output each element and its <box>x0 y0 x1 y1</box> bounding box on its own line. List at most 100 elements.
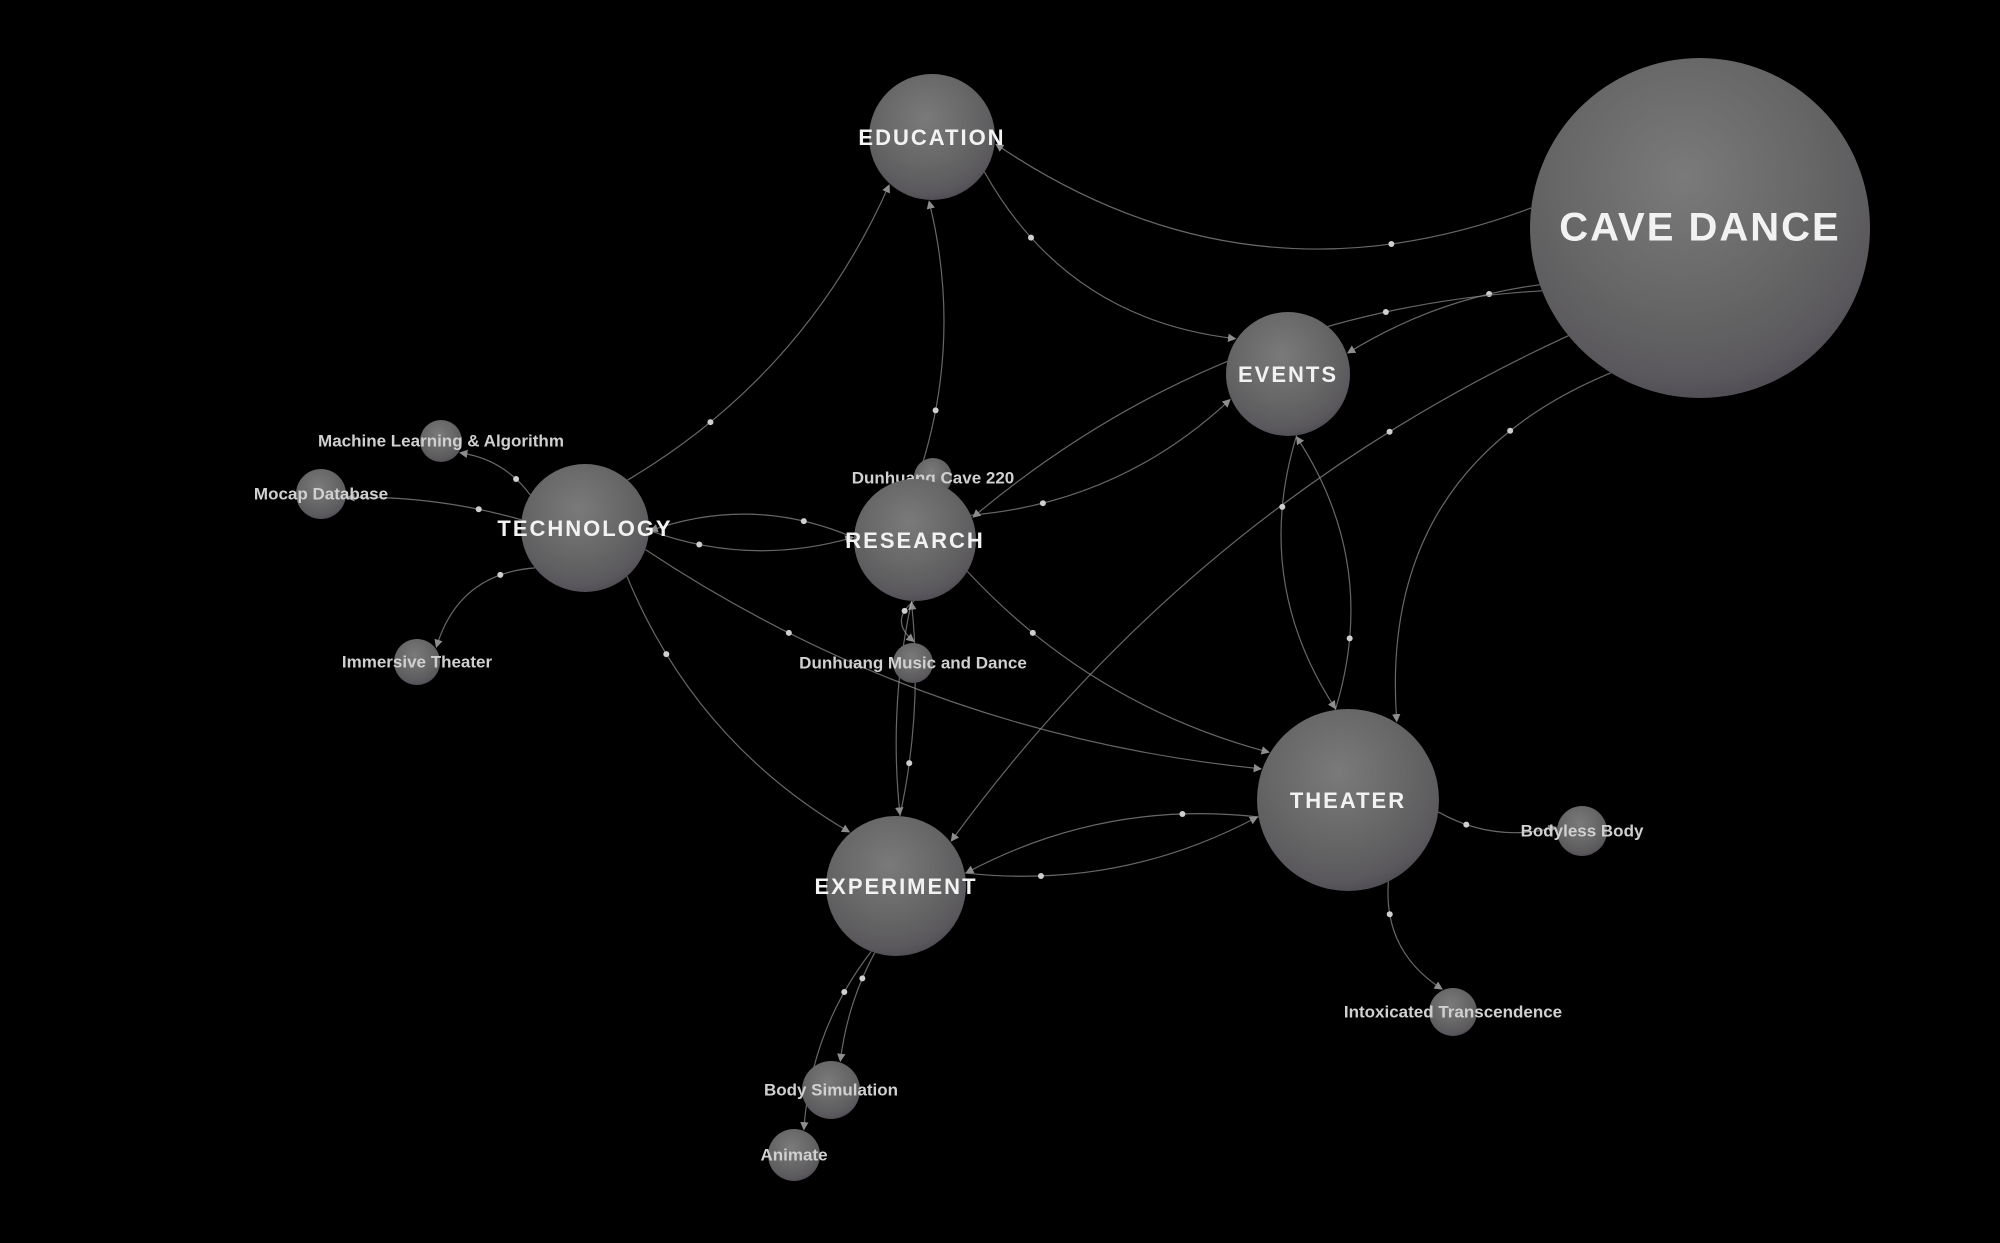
edge-theater-to-bodyless <box>1437 811 1557 834</box>
node-sphere-education[interactable] <box>869 74 995 200</box>
node-theater[interactable]: THEATER <box>1257 709 1439 891</box>
node-label-research: RESEARCH <box>845 528 984 553</box>
node-research[interactable]: RESEARCH <box>845 479 984 601</box>
edge-cave_dance-to-experiment <box>950 335 1569 842</box>
edge-experiment-to-research <box>899 601 917 817</box>
node-sphere-intox[interactable] <box>1429 988 1477 1036</box>
edge-experiment-to-animate <box>800 951 872 1131</box>
edge-dot-theater-to-events <box>1346 635 1353 642</box>
node-mocap[interactable]: Mocap Database <box>254 469 388 519</box>
edge-technology-to-ml <box>459 449 531 496</box>
node-label-events: EVENTS <box>1238 362 1338 387</box>
edge-theater-to-experiment <box>965 813 1259 874</box>
node-intox[interactable]: Intoxicated Transcendence <box>1344 988 1562 1036</box>
node-label-technology: TECHNOLOGY <box>497 516 672 541</box>
edge-dot-technology-to-experiment <box>663 651 670 658</box>
edge-dot-theater-to-intox <box>1386 911 1393 918</box>
node-sphere-ml[interactable] <box>420 420 462 462</box>
edge-technology-to-theater <box>644 548 1263 773</box>
node-sphere-cave-dance[interactable] <box>1530 58 1870 398</box>
nodes-layer: Machine Learning & Algorithm Mocap Databa… <box>254 58 1870 1181</box>
node-technology[interactable]: TECHNOLOGY <box>497 464 672 592</box>
node-sphere-immersive[interactable] <box>394 639 440 685</box>
node-sphere-bodyless[interactable] <box>1557 806 1607 856</box>
node-label-experiment: EXPERIMENT <box>814 874 977 899</box>
edge-dot-research-to-events <box>1039 500 1046 507</box>
node-sphere-experiment[interactable] <box>826 816 966 956</box>
edge-dot-theater-to-experiment <box>1179 810 1186 817</box>
node-bodysim[interactable]: Body Simulation <box>764 1061 898 1119</box>
edge-dot-research-to-theater <box>1029 629 1036 636</box>
edge-dot-research-to-education <box>932 407 939 414</box>
node-label-theater: THEATER <box>1290 788 1406 813</box>
edge-dot-technology-to-ml <box>513 476 520 483</box>
edge-events-to-theater <box>1280 435 1336 710</box>
edge-dot-research-to-music <box>901 607 908 614</box>
node-sphere-research[interactable] <box>854 479 976 601</box>
node-sphere-animate[interactable] <box>768 1129 820 1181</box>
edge-dot-cave_dance-to-experiment <box>1386 428 1393 435</box>
edge-dot-cave_dance-to-events <box>1486 291 1493 298</box>
edge-technology-to-research <box>648 529 854 552</box>
node-label-bodyless: Bodyless Body <box>1521 821 1644 840</box>
node-label-animate: Animate <box>760 1145 827 1164</box>
node-sphere-events[interactable] <box>1226 312 1350 436</box>
node-label-cave-dance: CAVE DANCE <box>1559 206 1841 250</box>
node-events[interactable]: EVENTS <box>1226 312 1350 436</box>
edge-dot-technology-to-immersive <box>497 571 504 578</box>
node-music[interactable]: Dunhuang Music and Dance <box>799 643 1027 683</box>
edge-technology-to-experiment <box>626 576 851 833</box>
edge-dot-technology-to-research <box>696 541 703 548</box>
node-label-cave220: Dunhuang Cave 220 <box>852 468 1015 487</box>
edge-dot-experiment-to-bodysim <box>859 975 866 982</box>
node-sphere-theater[interactable] <box>1257 709 1439 891</box>
node-sphere-music[interactable] <box>893 643 933 683</box>
edge-dot-cave_dance-to-theater <box>1507 427 1514 434</box>
edge-dot-cave_dance-to-education <box>1388 240 1395 247</box>
edge-dot-cave_dance-to-research <box>1382 308 1389 315</box>
node-experiment[interactable]: EXPERIMENT <box>814 816 977 956</box>
node-label-immersive: Immersive Theater <box>342 652 493 671</box>
edge-dot-education-to-events <box>1028 234 1035 241</box>
edge-technology-to-mocap <box>346 493 522 521</box>
edge-experiment-to-bodysim <box>837 952 876 1063</box>
node-ml[interactable]: Machine Learning & Algorithm <box>318 420 564 462</box>
edge-experiment-to-theater <box>964 816 1259 877</box>
node-label-bodysim: Body Simulation <box>764 1080 898 1099</box>
edge-research-to-education <box>917 200 945 480</box>
edge-dot-experiment-to-animate <box>841 988 848 995</box>
edge-research-to-technology <box>649 513 855 539</box>
edge-dot-experiment-to-theater <box>1037 872 1044 879</box>
edge-cave_dance-to-events <box>1346 284 1540 354</box>
node-education[interactable]: EDUCATION <box>858 74 1005 200</box>
node-animate[interactable]: Animate <box>760 1129 828 1181</box>
edge-technology-to-education <box>627 184 890 481</box>
edge-dot-theater-to-bodyless <box>1463 821 1470 828</box>
edge-dot-research-to-technology <box>800 518 807 525</box>
edge-dot-technology-to-mocap <box>475 506 482 513</box>
edge-technology-to-immersive <box>434 567 536 649</box>
node-label-ml: Machine Learning & Algorithm <box>318 431 564 450</box>
node-cave-dance[interactable]: CAVE DANCE <box>1530 58 1870 398</box>
edge-education-to-events <box>983 171 1237 342</box>
edge-dot-technology-to-theater <box>785 629 792 636</box>
edge-research-to-experiment <box>895 600 913 816</box>
node-label-music: Dunhuang Music and Dance <box>799 653 1027 672</box>
node-sphere-mocap[interactable] <box>296 469 346 519</box>
node-immersive[interactable]: Immersive Theater <box>342 639 493 685</box>
edge-dot-events-to-theater <box>1279 503 1286 510</box>
node-sphere-technology[interactable] <box>521 464 649 592</box>
edge-theater-to-intox <box>1387 881 1443 990</box>
edge-cave_dance-to-theater <box>1392 372 1612 723</box>
edge-dot-experiment-to-research <box>906 760 913 767</box>
edge-cave_dance-to-education <box>995 143 1532 250</box>
edge-research-to-events <box>970 398 1231 516</box>
node-label-mocap: Mocap Database <box>254 484 388 503</box>
edge-theater-to-events <box>1296 435 1352 711</box>
node-label-intox: Intoxicated Transcendence <box>1344 1002 1562 1021</box>
node-bodyless[interactable]: Bodyless Body <box>1521 806 1644 856</box>
edge-dot-technology-to-education <box>707 419 714 426</box>
node-sphere-bodysim[interactable] <box>802 1061 860 1119</box>
node-label-education: EDUCATION <box>858 125 1005 150</box>
